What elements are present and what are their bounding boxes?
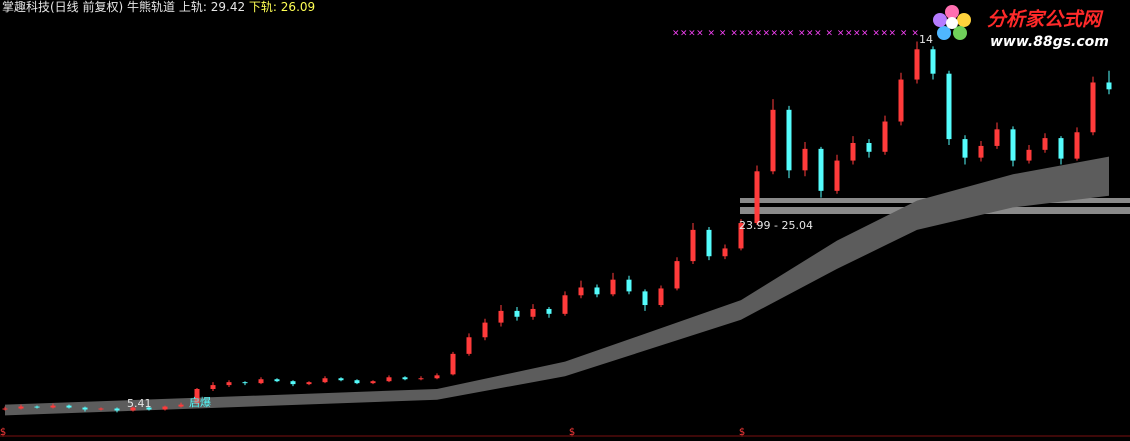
lower-label: 下轨: — [248, 0, 277, 14]
candle-body — [754, 171, 760, 224]
candle-body — [1090, 82, 1096, 133]
candle-body — [450, 353, 456, 375]
candle-body — [738, 223, 744, 249]
upper-label: 上轨: — [178, 0, 207, 14]
marker: $ — [569, 427, 575, 438]
candle-body — [1074, 132, 1080, 159]
lower-value: 26.09 — [280, 0, 316, 14]
candle-body — [642, 291, 648, 306]
candle-body — [178, 404, 184, 407]
header: 掌趣科技(日线 前复权) 牛熊轨道 上轨: 29.42 下轨: 26.09 — [2, 0, 315, 15]
candle-body — [978, 145, 984, 158]
candle-body — [546, 308, 552, 314]
candle-body — [946, 73, 952, 140]
marker: $ — [0, 427, 6, 438]
candle-body — [354, 380, 360, 384]
candle-body — [498, 310, 504, 323]
candle-body — [322, 378, 328, 383]
candle-body — [674, 261, 680, 289]
candle-body — [866, 143, 872, 152]
annotation: 启爆 — [189, 395, 211, 409]
candle-body — [802, 148, 808, 171]
candle-body — [658, 288, 664, 306]
candle-body — [370, 381, 376, 384]
candle-body — [210, 385, 216, 389]
candle-body — [466, 337, 472, 354]
candle-body — [98, 408, 104, 410]
candle-body — [18, 406, 24, 409]
candle-body — [386, 377, 392, 382]
logo-url: www.88gs.com — [990, 34, 1109, 50]
candle-body — [1010, 129, 1016, 161]
candle-body — [290, 381, 296, 385]
candle-body — [578, 287, 584, 296]
band-area — [5, 156, 1109, 416]
candle-body — [914, 49, 920, 80]
candle-body — [402, 377, 408, 380]
title: 掌趣科技(日线 前复权) — [2, 0, 124, 14]
candle-body — [50, 405, 56, 408]
candle-body — [562, 295, 568, 314]
logo-name: 分析家公式网 — [987, 9, 1104, 31]
signal-marks: ×××× × × ×××××××× ××× × ×××× ××× × × — [672, 29, 919, 39]
candle-body — [770, 109, 776, 172]
candle-body — [258, 379, 264, 384]
candle-body — [882, 121, 888, 152]
candle-body — [1026, 149, 1032, 161]
candle-body — [594, 287, 600, 295]
candle-body — [226, 382, 232, 386]
candle-body — [690, 229, 696, 262]
candle-body — [850, 143, 856, 161]
candle-body — [338, 378, 344, 381]
candle-body — [1058, 138, 1064, 159]
candle-body — [130, 407, 136, 411]
candle-body — [722, 248, 728, 257]
candle-body — [626, 279, 632, 292]
candle-body — [2, 408, 8, 410]
candle-body — [530, 308, 536, 317]
candle-body — [114, 408, 120, 411]
candle-body — [1042, 138, 1048, 150]
upper-value: 29.42 — [210, 0, 246, 14]
candle-body — [34, 406, 40, 408]
candle-body — [786, 109, 792, 171]
annotation: 5.41 — [127, 397, 152, 410]
marker: $ — [739, 427, 745, 438]
candle-body — [66, 405, 72, 408]
candle-body — [962, 139, 968, 158]
candle-body — [930, 49, 936, 74]
candle-body — [146, 407, 152, 410]
candle-body — [194, 389, 200, 404]
candle-body — [242, 382, 248, 384]
annotation: 14 — [919, 33, 933, 46]
candle-body — [818, 148, 824, 191]
candle-body — [418, 378, 424, 380]
candle-body — [834, 160, 840, 191]
candle-body — [706, 229, 712, 257]
candle-body — [898, 79, 904, 122]
candle-body — [434, 375, 440, 379]
indicator: 牛熊轨道 — [127, 0, 176, 14]
candle-body — [482, 322, 488, 338]
candle-body — [1106, 82, 1112, 90]
candle-body — [162, 406, 168, 410]
candle-body — [994, 129, 1000, 146]
candle-body — [514, 310, 520, 317]
annotation: 23.99 - 25.04 — [739, 219, 813, 232]
candle-body — [610, 279, 616, 295]
candle-body — [82, 407, 88, 410]
candle-body — [306, 382, 312, 385]
candle-body — [274, 379, 280, 382]
logo-flower — [933, 5, 971, 40]
